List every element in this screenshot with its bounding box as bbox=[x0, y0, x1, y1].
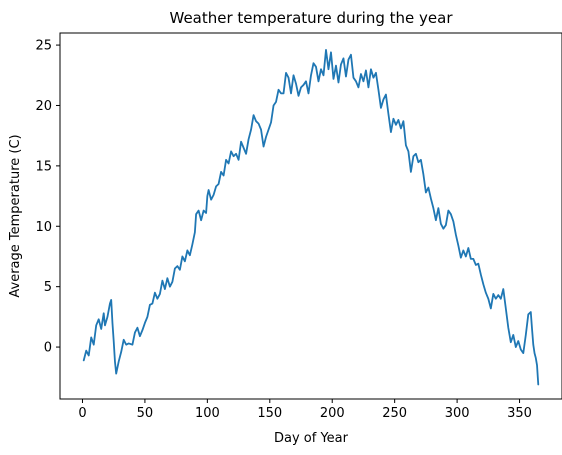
x-tick-label-350: 350 bbox=[507, 406, 532, 421]
y-tick-label-20: 20 bbox=[35, 99, 52, 114]
y-tick-label-15: 15 bbox=[35, 159, 52, 174]
x-axis-label: Day of Year bbox=[274, 431, 349, 446]
y-tick-label-25: 25 bbox=[35, 39, 52, 54]
x-tick-label-0: 0 bbox=[78, 406, 86, 421]
temperature-series-line bbox=[82, 49, 540, 386]
y-axis-label: Average Temperature (C) bbox=[8, 134, 23, 297]
x-axis: 0 50 100 150 200 250 300 350 bbox=[78, 399, 532, 421]
x-tick-label-50: 50 bbox=[137, 406, 154, 421]
plot-area-frame bbox=[59, 32, 562, 400]
chart-title: Weather temperature during the year bbox=[170, 9, 454, 27]
x-tick-label-150: 150 bbox=[257, 406, 282, 421]
x-tick-label-250: 250 bbox=[382, 406, 407, 421]
y-tick-label-0: 0 bbox=[44, 341, 52, 356]
y-axis: 0 5 10 15 20 25 bbox=[35, 39, 60, 356]
x-tick-label-300: 300 bbox=[445, 406, 470, 421]
y-tick-label-10: 10 bbox=[35, 220, 52, 235]
x-tick-label-200: 200 bbox=[320, 406, 345, 421]
y-tick-label-5: 5 bbox=[44, 280, 52, 295]
x-tick-label-100: 100 bbox=[195, 406, 220, 421]
